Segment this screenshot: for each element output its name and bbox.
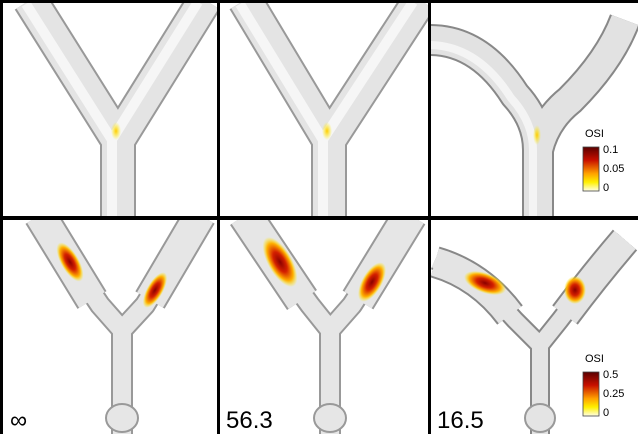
colorbar-tick: 0 xyxy=(603,407,609,419)
colorbar-tick: 0 xyxy=(603,182,609,194)
colorbar-tick: 0.05 xyxy=(603,163,624,175)
panel-label: 56.3 xyxy=(226,407,273,434)
colorbar-tick: 0.25 xyxy=(603,388,624,400)
colorbar-tick: 0.1 xyxy=(603,144,618,156)
colorbar xyxy=(583,372,599,416)
colorbar-title: OSI xyxy=(585,128,604,140)
colorbar xyxy=(583,147,599,191)
panel-label: ∞ xyxy=(10,407,27,434)
colorbar-title: OSI xyxy=(585,353,604,365)
panel-label: 16.5 xyxy=(437,407,484,434)
figure: OSI 0.1 0.05 0 OSI 0.5 0.25 0 ∞ 56.3 16.… xyxy=(0,0,638,434)
colorbar-tick: 0.5 xyxy=(603,369,618,381)
